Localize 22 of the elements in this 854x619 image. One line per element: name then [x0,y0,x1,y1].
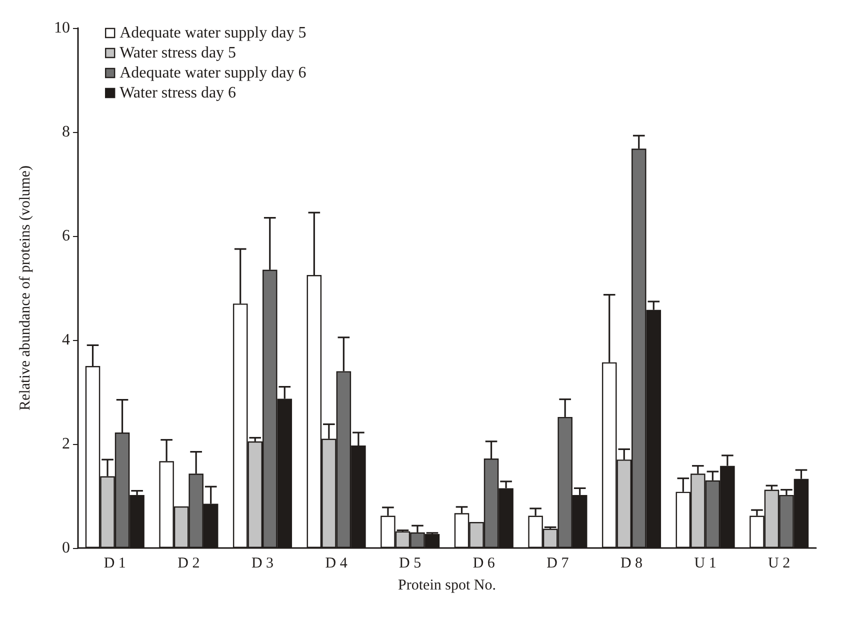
y-tick-label: 0 [62,540,70,556]
x-tick-label: D 4 [325,556,348,572]
legend-label: Water stress day 6 [120,84,236,102]
y-tick-label: 8 [62,124,70,140]
x-tick-label: D 7 [546,556,570,572]
x-tick-label: D 8 [620,556,643,572]
legend-label: Adequate water supply day 6 [120,64,306,82]
legend-label: Water stress day 5 [120,44,236,62]
y-tick-label: 6 [62,228,70,244]
x-tick-label: D 3 [251,556,274,572]
y-axis-title: Relative abundance of proteins (volume) [18,166,34,410]
y-tick-label: 2 [62,436,70,452]
y-tick-label: 4 [62,332,70,348]
x-tick-label: U 1 [694,556,716,572]
x-axis-title: Protein spot No. [398,578,496,594]
legend-label: Adequate water supply day 5 [120,24,306,42]
x-tick-label: D 1 [104,556,126,572]
x-tick-label: D 5 [399,556,422,572]
x-tick-label: D 6 [472,556,496,572]
x-tick-label: U 2 [768,556,790,572]
x-tick-label: D 2 [178,556,200,572]
y-tick-label: 10 [54,20,70,36]
